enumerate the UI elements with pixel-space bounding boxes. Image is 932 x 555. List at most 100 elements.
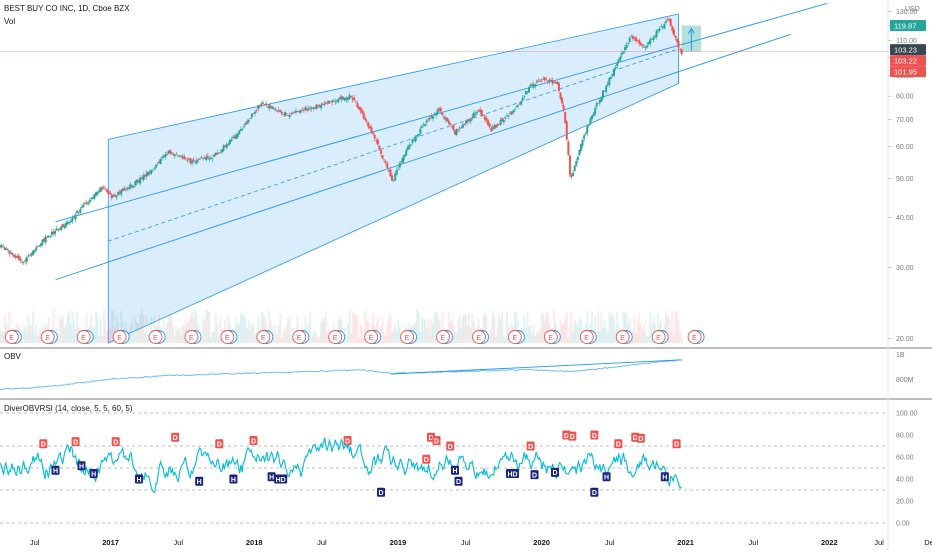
candle-body <box>576 156 579 161</box>
divergence-marker[interactable] <box>71 437 80 447</box>
volume-bar <box>614 330 617 343</box>
candle-body <box>671 26 674 31</box>
divergence-marker[interactable] <box>422 454 431 464</box>
divergence-marker[interactable] <box>590 487 599 497</box>
divergence-marker[interactable] <box>505 469 519 478</box>
candle-body <box>183 156 186 160</box>
earnings-marker[interactable] <box>256 330 271 344</box>
volume-bar <box>217 337 220 343</box>
divergence-marker[interactable] <box>602 472 611 482</box>
earnings-marker[interactable] <box>436 330 450 344</box>
volume-bar <box>529 325 532 343</box>
divergence-marker[interactable] <box>432 436 441 445</box>
volume-bar <box>181 325 184 343</box>
divergence-marker[interactable] <box>171 432 180 442</box>
earnings-marker[interactable] <box>615 330 630 344</box>
divergence-marker[interactable] <box>614 439 623 449</box>
price-tick-label: 70.00 <box>896 117 914 124</box>
earnings-marker[interactable] <box>472 330 486 344</box>
earnings-marker[interactable] <box>148 330 163 344</box>
divergence-marker[interactable] <box>526 441 535 451</box>
divergence-marker[interactable] <box>229 474 238 484</box>
candle-body <box>641 44 644 46</box>
candle-body <box>50 231 53 235</box>
volume-bar <box>71 311 74 343</box>
candle-body <box>551 79 554 84</box>
divergence-marker[interactable] <box>111 437 120 447</box>
earnings-marker[interactable] <box>400 330 415 344</box>
divergence-marker[interactable] <box>568 431 577 441</box>
candle-body <box>361 110 364 113</box>
earnings-marker[interactable] <box>364 330 379 344</box>
earnings-marker[interactable] <box>40 330 55 344</box>
channel-outer-upper[interactable] <box>55 2 828 223</box>
candle-body <box>298 111 301 112</box>
candle-body <box>631 36 634 39</box>
candle-body <box>477 110 480 112</box>
divergence-marker[interactable] <box>249 436 258 445</box>
candle-body <box>38 245 41 246</box>
target-projection[interactable] <box>0 25 888 52</box>
price-tag <box>890 44 926 56</box>
earnings-marker[interactable] <box>328 330 343 344</box>
candle-body <box>679 48 682 50</box>
earnings-marker[interactable] <box>507 330 522 344</box>
earnings-marker[interactable] <box>687 330 702 344</box>
divergence-marker[interactable] <box>550 467 559 477</box>
divergence-marker[interactable] <box>530 470 539 480</box>
divergence-marker[interactable] <box>215 439 224 449</box>
regression-channel[interactable] <box>55 2 828 344</box>
target-arrow-head[interactable] <box>687 27 695 34</box>
divergence-marker[interactable] <box>274 474 288 484</box>
divergence-marker[interactable] <box>51 465 60 475</box>
earnings-marker[interactable] <box>184 330 199 344</box>
candle-body <box>180 156 183 157</box>
candle-body <box>400 161 403 162</box>
candle-body <box>617 59 620 62</box>
earnings-marker[interactable] <box>651 330 666 344</box>
earnings-marker[interactable] <box>579 330 594 344</box>
volume-bar <box>609 316 612 343</box>
candle-body <box>302 109 305 111</box>
divergence-marker[interactable] <box>267 472 276 482</box>
candle-body <box>518 103 521 105</box>
divergence-marker[interactable] <box>195 476 204 486</box>
divergence-marker[interactable] <box>39 439 48 449</box>
candle-body <box>509 112 512 114</box>
candle-body <box>173 154 176 157</box>
divergence-marker[interactable] <box>77 461 86 471</box>
divergence-marker[interactable] <box>672 439 681 449</box>
divergence-marker[interactable] <box>660 472 669 482</box>
volume-bar <box>320 321 323 343</box>
candle-body <box>411 139 414 143</box>
channel-outer-lower[interactable] <box>55 33 791 281</box>
volume-bar <box>572 331 575 343</box>
earnings-marker[interactable] <box>292 330 307 344</box>
channel-midline[interactable] <box>108 48 679 242</box>
earnings-marker[interactable] <box>76 330 91 344</box>
divergence-marker[interactable] <box>89 469 98 478</box>
channel-band[interactable] <box>107 13 679 344</box>
candle-body <box>601 90 604 98</box>
divergence-marker[interactable] <box>343 436 352 445</box>
earnings-marker[interactable] <box>220 330 235 344</box>
divergence-marker-label: D <box>592 490 597 497</box>
earnings-marker[interactable] <box>4 330 19 344</box>
earnings-marker[interactable] <box>543 330 558 344</box>
divergence-marker[interactable] <box>451 465 460 475</box>
earnings-marker[interactable] <box>112 330 127 344</box>
volume-bar <box>21 331 24 343</box>
candle-body <box>254 111 257 114</box>
divergence-marker[interactable] <box>636 433 645 443</box>
divergence-marker[interactable] <box>134 474 143 484</box>
divergence-marker[interactable] <box>590 430 599 440</box>
volume-bar <box>27 314 30 343</box>
divergence-marker[interactable] <box>454 476 463 486</box>
divergence-marker[interactable] <box>446 441 455 451</box>
candle-body <box>523 95 526 97</box>
volume-bar <box>524 326 527 343</box>
candle-body <box>395 169 398 175</box>
divergence-marker[interactable] <box>377 487 386 497</box>
